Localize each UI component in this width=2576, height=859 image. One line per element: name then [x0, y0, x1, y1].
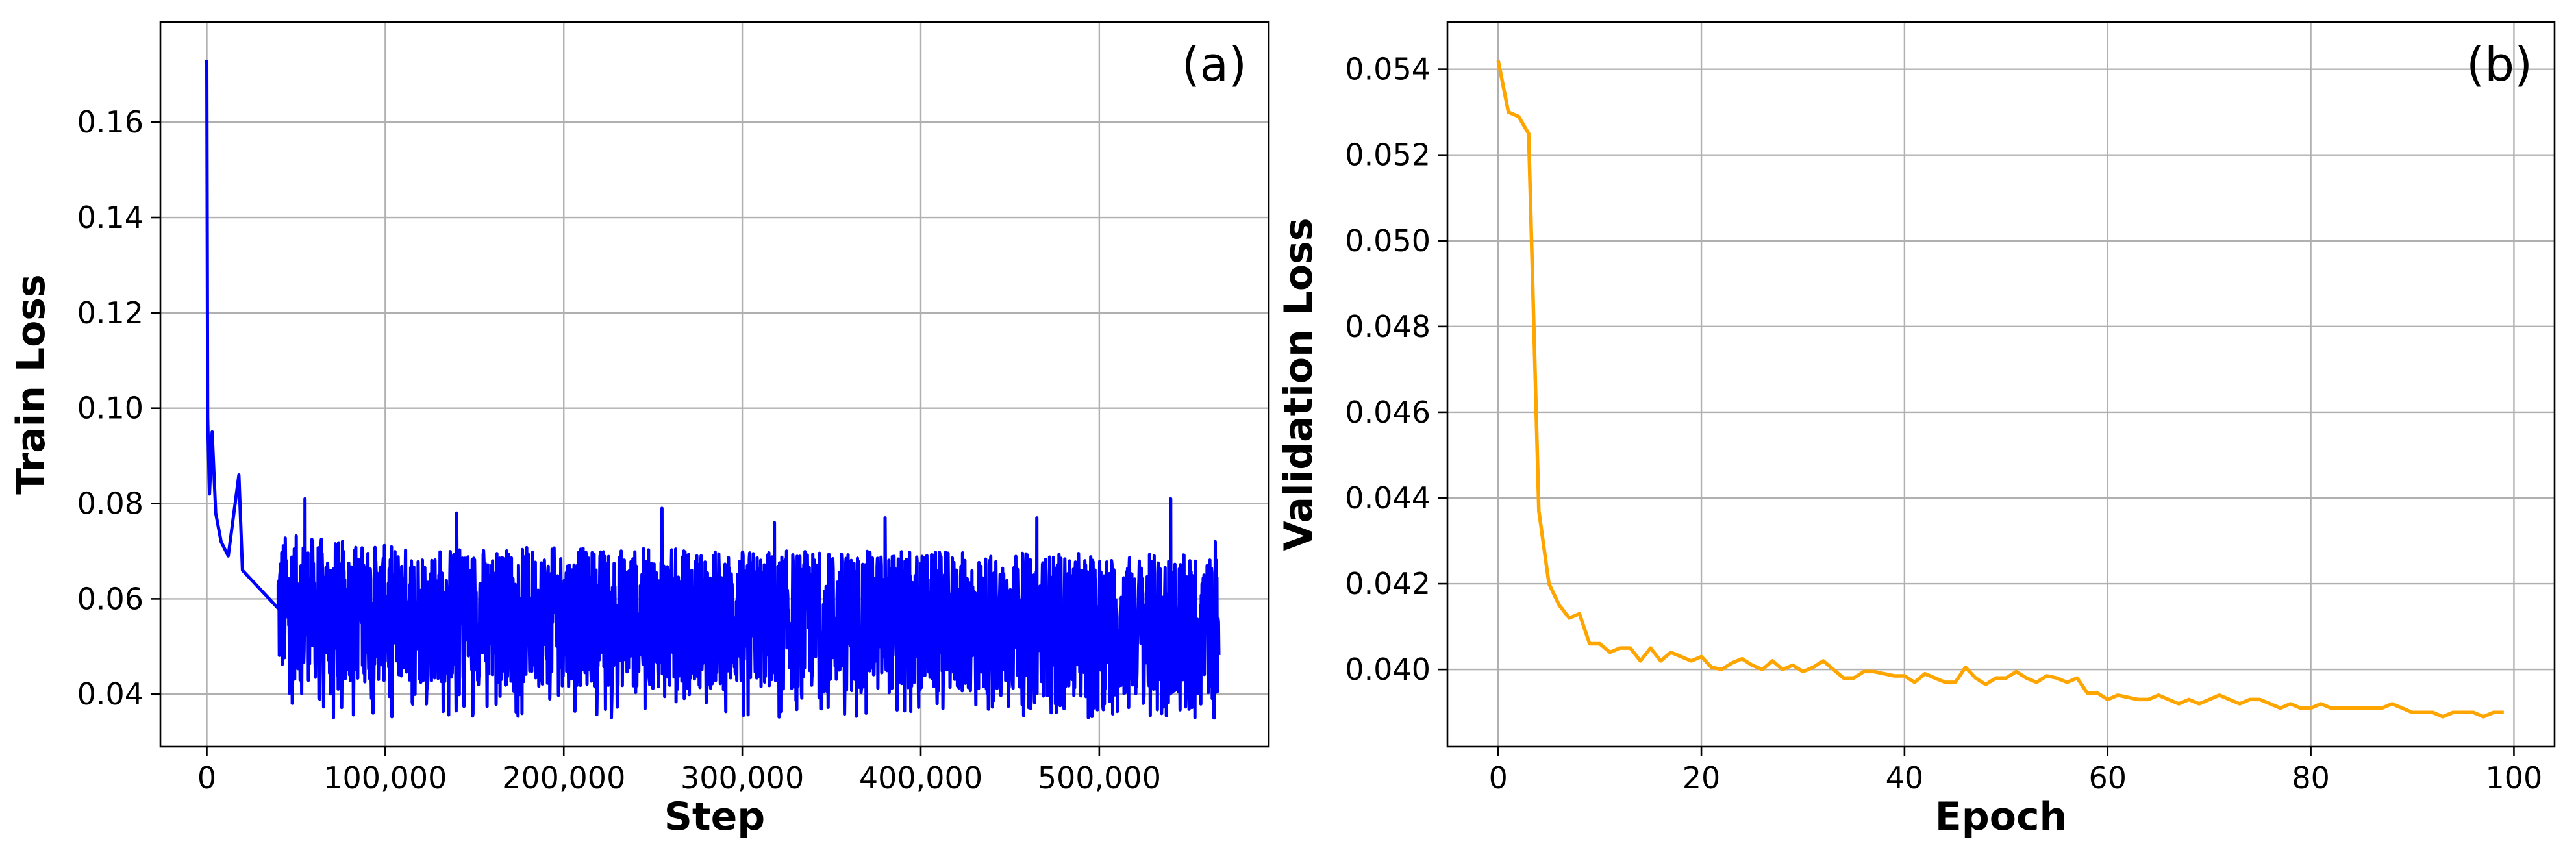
y-axis-title: Train Loss [8, 274, 54, 494]
x-tick-label: 20 [1682, 760, 1721, 795]
x-tick-label: 400,000 [859, 760, 982, 795]
panel-label: (b) [2466, 37, 2532, 92]
y-tick-label: 0.044 [1345, 480, 1431, 516]
y-tick-label: 0.054 [1345, 52, 1431, 87]
y-tick-label: 0.046 [1345, 395, 1431, 430]
x-tick-label: 40 [1886, 760, 1924, 795]
x-tick-label: 100 [2486, 760, 2543, 795]
y-tick-label: 0.048 [1345, 309, 1431, 344]
x-axis-title: Epoch [1935, 794, 2067, 840]
chart-panel-a: 0 100,000 200,000 300,000 400,000 500,000 0.04… [8, 21, 1270, 840]
y-tick-label: 0.040 [1345, 652, 1431, 687]
y-tick-label: 0.10 [77, 391, 144, 426]
y-tick-label: 0.08 [77, 486, 144, 521]
x-tick-label: 300,000 [681, 760, 804, 795]
chart-panel-b: 0 20 40 60 80 100 0.040 0.042 0.044 0.046 0.048 0.0… [1276, 21, 2556, 840]
x-tick-label: 0 [1489, 760, 1508, 795]
y-tick-label: 0.14 [77, 200, 144, 235]
validation-loss-line [1496, 60, 2504, 719]
y-tick-label: 0.04 [77, 677, 144, 712]
y-tick-label: 0.052 [1345, 138, 1431, 173]
plot-frame [159, 21, 1270, 748]
x-tick-label: 0 [197, 760, 216, 795]
y-tick-label: 0.16 [77, 105, 144, 140]
x-axis-title: Step [664, 794, 766, 840]
y-tick-label: 0.042 [1345, 566, 1431, 601]
x-tick-label: 100,000 [323, 760, 447, 795]
y-axis-title: Validation Loss [1276, 218, 1321, 551]
x-tick-label: 500,000 [1038, 760, 1161, 795]
y-tick-label: 0.12 [77, 295, 144, 330]
x-tick-label: 200,000 [502, 760, 625, 795]
y-tick-label: 0.06 [77, 581, 144, 616]
train-loss-line [205, 60, 1221, 720]
y-tick-label: 0.050 [1345, 223, 1431, 258]
x-tick-label: 60 [2088, 760, 2127, 795]
panel-label: (a) [1182, 37, 1247, 92]
plot-frame [1446, 21, 2556, 748]
x-tick-label: 80 [2292, 760, 2330, 795]
